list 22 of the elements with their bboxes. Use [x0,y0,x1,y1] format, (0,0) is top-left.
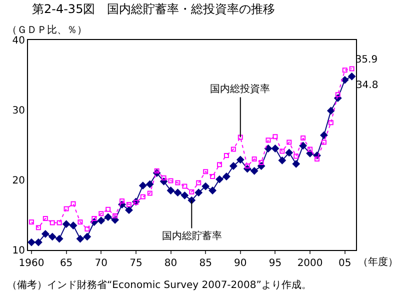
data-label: 34.8 [356,80,378,92]
x-tick-label: 85 [199,258,212,269]
y-axis-title: （ＧＤＰ比、％） [7,24,87,36]
chart-title: 第2-4-35図 国内総貯蓄率・総投資率の推移 [32,2,276,16]
y-tick-label: 30 [12,106,25,116]
x-tick-label: 70 [94,258,108,269]
x-tick-label: 2000 [297,258,323,269]
x-tick-label: 90 [234,258,247,269]
text: （備考）インド財務省“Economic Survey 2007-2008”より作成。 [7,279,312,291]
x-tick-label: 95 [268,258,282,269]
y-tick-label: 40 [12,36,25,46]
x-tick-label: 80 [164,258,178,269]
annotation: 国内総投資率 [210,83,270,95]
x-tick-label: 65 [60,258,73,269]
annotation: 国内総貯蓄率 [162,230,222,242]
x-tick-label: 1960 [18,258,44,269]
x-axis-title: （年度） [358,256,398,268]
data-label: 35.9 [355,54,378,66]
y-tick-label: 10 [12,246,25,256]
x-tick-label: 05 [338,258,352,269]
y-tick-label: 20 [12,176,25,186]
x-tick-label: 75 [130,258,142,269]
